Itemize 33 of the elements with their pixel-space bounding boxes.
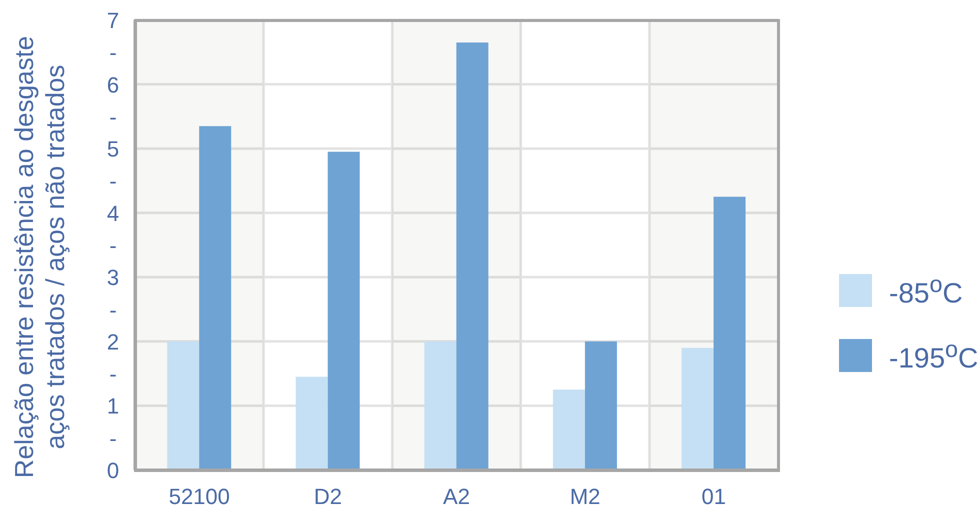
x-tick-label: M2	[570, 484, 600, 509]
y-tick-label: -	[109, 40, 117, 65]
y-tick-label: 1	[106, 393, 120, 418]
y-tick-label: 0	[106, 458, 120, 482]
bar	[456, 42, 488, 470]
x-tick-label: 52100	[168, 484, 230, 509]
y-tick-label: 4	[106, 200, 120, 226]
y-tick-label: -	[109, 296, 117, 322]
x-tick-label: A2	[443, 484, 470, 509]
bar	[424, 341, 456, 470]
x-tick-label: D2	[314, 484, 342, 509]
y-tick-label: -	[109, 425, 117, 450]
legend-label: -195$^{o}$C	[889, 336, 978, 375]
bar	[714, 196, 746, 470]
y-tick-label: 2	[106, 328, 120, 354]
y-tick-label: 5	[106, 136, 120, 162]
legend-label: -85$^{o}$C	[889, 271, 963, 310]
y-tick-label: 3	[106, 264, 120, 290]
bar	[552, 390, 585, 470]
y-tick-label: -	[109, 361, 117, 386]
bar	[167, 341, 200, 470]
x-tick-label: 01	[701, 484, 726, 509]
bar	[682, 348, 714, 470]
y-tick-label: -	[109, 104, 117, 129]
y-axis-title: Relação entre resistência ao desgaste aços tratados / aços não tratados	[9, 36, 70, 478]
y-tick-label: -	[109, 232, 117, 258]
y-tick-label: 7	[106, 8, 120, 32]
bar	[328, 152, 360, 470]
y-tick-label: -	[109, 168, 117, 194]
y-tick-label: 6	[106, 72, 120, 97]
bar	[584, 341, 617, 470]
bar	[296, 376, 328, 470]
bar	[199, 126, 232, 470]
